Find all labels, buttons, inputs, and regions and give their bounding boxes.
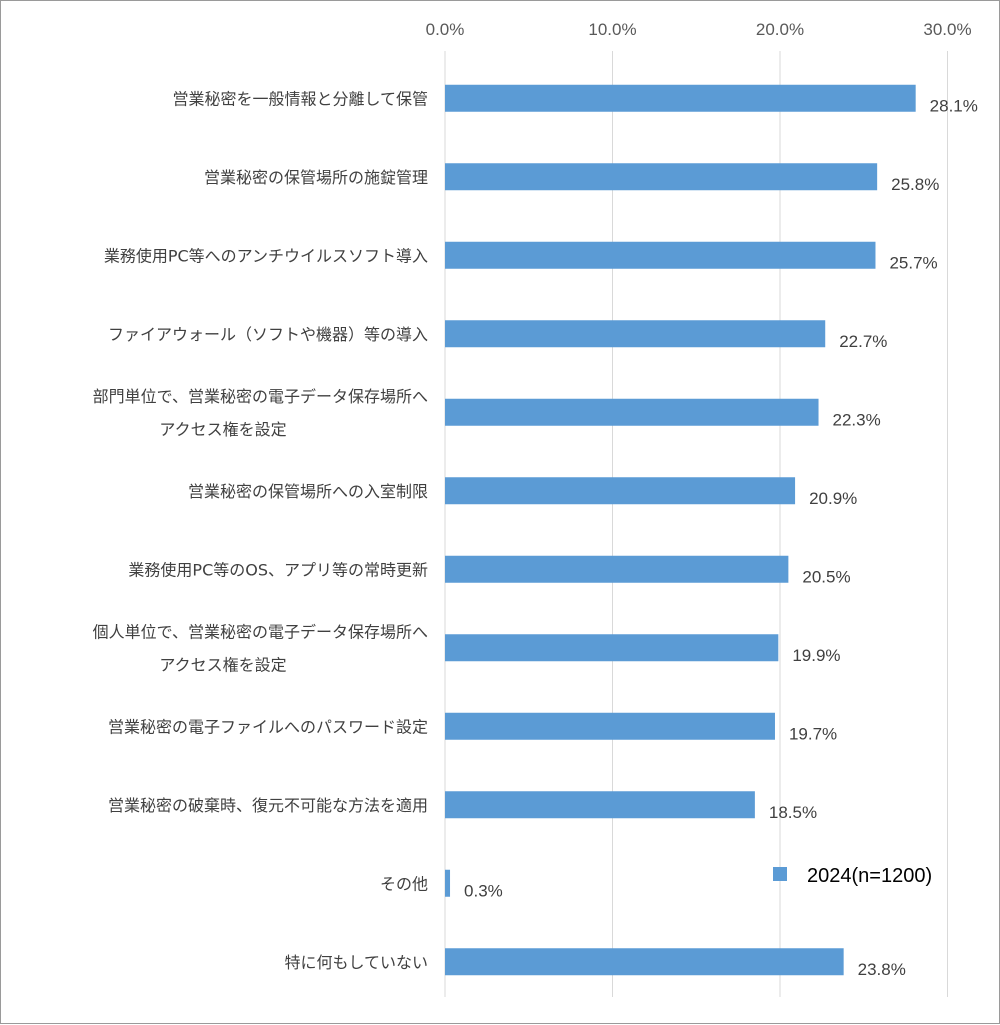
category-label: 営業秘密の保管場所の施錠管理 xyxy=(204,168,428,187)
category-label: アクセス権を設定 xyxy=(159,655,286,674)
x-tick-label: 30.0% xyxy=(923,20,971,39)
bar xyxy=(445,477,796,505)
bar xyxy=(445,869,451,897)
grid-lines xyxy=(444,51,948,997)
bars xyxy=(445,84,916,976)
bar xyxy=(445,84,916,112)
data-label: 25.7% xyxy=(889,253,937,272)
data-label: 20.9% xyxy=(809,489,857,508)
bar xyxy=(445,948,844,976)
data-label: 23.8% xyxy=(858,960,906,979)
category-label: 営業秘密の保管場所への入室制限 xyxy=(188,482,428,501)
data-labels: 28.1% 25.8% 25.7% 22.7% 22.3% 20.9% 20.5% 19.9%… xyxy=(464,96,978,979)
data-label: 19.9% xyxy=(792,646,840,665)
bar xyxy=(445,320,826,348)
data-label: 22.3% xyxy=(833,410,881,429)
category-label: 営業秘密の破棄時、復元不可能な方法を適用 xyxy=(108,796,428,815)
bar xyxy=(445,241,876,269)
x-axis-ticks: 0.0% 10.0% 20.0% 30.0% xyxy=(426,20,972,39)
category-label: 業務使用PC等のOS、アプリ等の常時更新 xyxy=(128,560,428,579)
category-label: 部門単位で、営業秘密の電子データ保存場所へ xyxy=(93,387,428,406)
bar xyxy=(445,398,819,426)
bar xyxy=(445,712,775,740)
data-label: 19.7% xyxy=(789,724,837,743)
data-label: 22.7% xyxy=(839,332,887,351)
bar xyxy=(445,555,789,583)
data-label: 20.5% xyxy=(802,567,850,586)
x-tick-label: 10.0% xyxy=(588,20,636,39)
legend: 2024(n=1200) xyxy=(773,865,932,887)
bar xyxy=(445,634,779,662)
data-label: 28.1% xyxy=(930,96,978,115)
legend-swatch xyxy=(773,867,787,881)
category-label: 特に何もしていない xyxy=(284,953,428,972)
category-label: 営業秘密の電子ファイルへのパスワード設定 xyxy=(108,717,428,736)
category-label: 営業秘密を一般情報と分離して保管 xyxy=(172,89,428,108)
category-label: 個人単位で、営業秘密の電子データ保存場所へ xyxy=(93,622,428,641)
legend-label: 2024(n=1200) xyxy=(807,865,932,887)
data-label: 18.5% xyxy=(769,803,817,822)
bar xyxy=(445,163,878,191)
category-label: アクセス権を設定 xyxy=(159,420,286,439)
category-labels: 営業秘密を一般情報と分離して保管営業秘密の保管場所の施錠管理業務使用PC等へのア… xyxy=(93,89,428,972)
category-label: その他 xyxy=(380,874,428,893)
data-label: 0.3% xyxy=(464,881,503,900)
x-tick-label: 20.0% xyxy=(756,20,804,39)
category-label: 業務使用PC等へのアンチウイルスソフト導入 xyxy=(104,246,428,265)
data-label: 25.8% xyxy=(891,175,939,194)
bar xyxy=(445,791,755,819)
category-label: ファイアウォール（ソフトや機器）等の導入 xyxy=(108,325,428,344)
x-tick-label: 0.0% xyxy=(426,20,465,39)
